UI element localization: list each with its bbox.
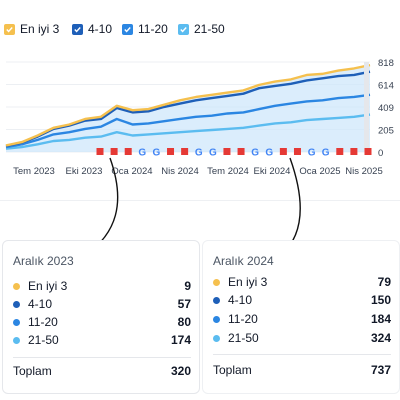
red-flag-marker bbox=[237, 148, 245, 155]
dot-icon bbox=[13, 318, 20, 326]
legend-toggle-4-10[interactable]: 4-10 bbox=[72, 22, 112, 36]
total-label: Toplam bbox=[13, 364, 52, 378]
series-line-3 bbox=[5, 93, 371, 149]
x-tick-label: Oca 2025 bbox=[299, 166, 340, 177]
legend-label: 4-10 bbox=[88, 22, 113, 36]
card-row: 21-50 174 bbox=[13, 331, 191, 349]
card-row: 4-10 57 bbox=[13, 295, 191, 313]
google-icon: G bbox=[322, 148, 330, 159]
x-tick-label: Nis 2024 bbox=[161, 166, 199, 177]
google-icon: G bbox=[251, 148, 259, 159]
google-icon: G bbox=[265, 148, 273, 159]
x-tick-label: Tem 2023 bbox=[13, 166, 55, 177]
x-tick-label: Eki 2023 bbox=[66, 166, 103, 177]
red-flag-marker bbox=[279, 148, 287, 155]
red-flag-marker bbox=[223, 148, 231, 155]
checkbox-icon[interactable] bbox=[4, 23, 15, 35]
x-tick-label: Oca 2024 bbox=[111, 166, 152, 177]
y-tick-label: 818 bbox=[378, 58, 394, 69]
row-label: 4-10 bbox=[228, 293, 253, 307]
card-row: En iyi 3 79 bbox=[213, 273, 391, 291]
ranking-chart: 818 614 409 205 0 G G G G G G G G Tem 2023 Eki 2023 Oca… bbox=[0, 44, 400, 184]
google-icon: G bbox=[308, 148, 316, 159]
card-divider bbox=[213, 354, 391, 355]
row-value: 174 bbox=[170, 333, 191, 347]
row-value: 79 bbox=[377, 275, 391, 289]
dot-icon bbox=[213, 278, 220, 286]
card-title: Aralık 2023 bbox=[13, 254, 74, 268]
red-flag-marker bbox=[167, 148, 175, 155]
red-flag-marker bbox=[336, 148, 344, 155]
legend-label: En iyi 3 bbox=[20, 22, 60, 36]
row-label: 11-20 bbox=[228, 312, 258, 326]
series-line-4 bbox=[5, 113, 371, 150]
red-flag-marker bbox=[110, 148, 118, 155]
section-divider bbox=[0, 200, 400, 201]
legend-toggle-top3[interactable]: En iyi 3 bbox=[4, 22, 59, 36]
card-total-row: Toplam 320 bbox=[13, 362, 191, 380]
row-value: 324 bbox=[370, 331, 391, 345]
hover-bar bbox=[364, 62, 369, 152]
google-icon: G bbox=[138, 148, 146, 159]
card-row: 11-20 184 bbox=[213, 310, 391, 328]
card-row: En iyi 3 9 bbox=[13, 277, 191, 295]
legend-label: 21-50 bbox=[194, 22, 225, 36]
x-tick-label: Tem 2024 bbox=[207, 166, 249, 177]
red-flag-marker bbox=[181, 148, 189, 155]
red-flag-marker bbox=[364, 148, 372, 155]
row-label: 21-50 bbox=[28, 333, 59, 347]
card-row: 4-10 150 bbox=[213, 291, 391, 309]
dot-icon bbox=[213, 315, 220, 323]
card-title: Aralık 2024 bbox=[213, 254, 274, 268]
y-tick-label: 614 bbox=[378, 81, 394, 92]
row-value: 9 bbox=[184, 279, 191, 293]
row-value: 80 bbox=[177, 315, 191, 329]
google-icon: G bbox=[209, 148, 217, 159]
card-row: 11-20 80 bbox=[13, 313, 191, 331]
total-value: 737 bbox=[370, 363, 391, 377]
row-value: 184 bbox=[370, 312, 391, 326]
checkbox-icon[interactable] bbox=[178, 23, 189, 35]
dot-icon bbox=[13, 300, 20, 308]
area-fill bbox=[6, 65, 370, 152]
card-divider bbox=[13, 357, 191, 358]
red-flag-marker bbox=[124, 148, 132, 155]
dot-icon bbox=[213, 334, 220, 342]
dot-icon bbox=[13, 336, 20, 344]
row-value: 57 bbox=[177, 297, 191, 311]
checkbox-icon[interactable] bbox=[72, 23, 83, 35]
row-label: 21-50 bbox=[228, 331, 259, 345]
total-value: 320 bbox=[170, 364, 191, 378]
series-line-1 bbox=[5, 63, 371, 147]
row-label: 11-20 bbox=[28, 315, 58, 329]
x-tick-label: Eki 2024 bbox=[254, 166, 291, 177]
dot-icon bbox=[13, 282, 20, 290]
y-tick-label: 0 bbox=[378, 148, 383, 159]
legend-toggle-21-50[interactable]: 21-50 bbox=[178, 22, 225, 36]
google-icon: G bbox=[195, 148, 203, 159]
card-row: 21-50 324 bbox=[213, 329, 391, 347]
total-label: Toplam bbox=[213, 363, 252, 377]
y-tick-label: 205 bbox=[378, 126, 394, 137]
row-label: En iyi 3 bbox=[228, 275, 268, 289]
x-tick-label: Nis 2025 bbox=[345, 166, 383, 177]
dot-icon bbox=[213, 296, 220, 304]
row-label: 4-10 bbox=[28, 297, 53, 311]
card-total-row: Toplam 737 bbox=[213, 361, 391, 379]
red-flag-marker bbox=[350, 148, 358, 155]
summary-card-dec-2023: Aralık 2023 En iyi 3 9 4-10 57 11-20 80 … bbox=[2, 240, 200, 394]
legend-toggle-11-20[interactable]: 11-20 bbox=[122, 22, 168, 36]
red-flag-marker bbox=[96, 148, 104, 155]
row-label: En iyi 3 bbox=[28, 279, 68, 293]
row-value: 150 bbox=[370, 293, 391, 307]
checkbox-icon[interactable] bbox=[122, 23, 133, 35]
legend-label: 11-20 bbox=[138, 22, 168, 36]
y-tick-label: 409 bbox=[378, 103, 394, 114]
summary-card-dec-2024: Aralık 2024 En iyi 3 79 4-10 150 11-20 1… bbox=[202, 240, 400, 394]
red-flag-marker bbox=[293, 148, 301, 155]
google-icon: G bbox=[153, 148, 161, 159]
